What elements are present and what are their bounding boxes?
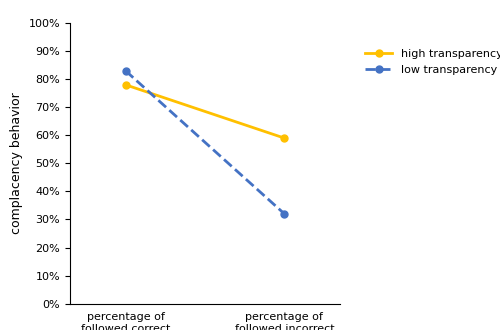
Line: high transparency: high transparency bbox=[122, 81, 288, 142]
Line: low transparency: low transparency bbox=[122, 67, 288, 217]
high transparency bbox=[122, 83, 128, 87]
Y-axis label: complacency behavior: complacency behavior bbox=[10, 92, 23, 234]
high transparency bbox=[282, 136, 288, 140]
Legend: high transparency, low transparency: high transparency, low transparency bbox=[359, 43, 500, 81]
low transparency bbox=[282, 212, 288, 216]
low transparency bbox=[122, 69, 128, 73]
